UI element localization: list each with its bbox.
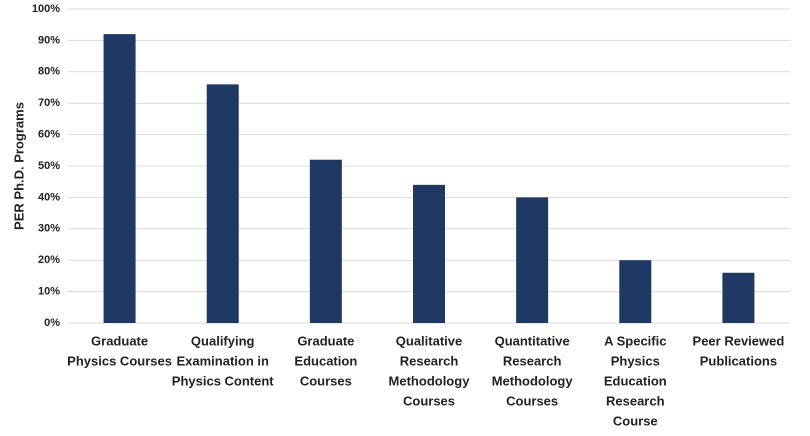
x-tick-label: Education: [604, 373, 667, 388]
bar: [516, 197, 549, 323]
y-tick-label: 0%: [44, 317, 60, 329]
x-tick-label: Physics: [611, 353, 660, 368]
y-tick-label: 80%: [38, 66, 60, 78]
x-tick-label: Research: [503, 353, 562, 368]
x-tick-label: Methodology: [389, 373, 471, 388]
x-tick-label: Physics Courses: [67, 353, 172, 368]
x-tick-label: Qualifying: [191, 333, 255, 348]
x-tick-label: A Specific: [604, 333, 666, 348]
y-axis-label: PER Ph.D. Programs: [11, 102, 26, 230]
x-tick-label: Physics Content: [172, 373, 275, 388]
x-tick-label: Quantitative: [495, 333, 570, 348]
x-tick-label: Publications: [700, 353, 777, 368]
y-tick-label: 60%: [38, 129, 60, 141]
x-tick-label: Courses: [300, 373, 352, 388]
x-tick-label: Courses: [403, 393, 455, 408]
x-tick-label: Methodology: [492, 373, 574, 388]
bar: [619, 260, 652, 323]
x-tick-label: Graduate: [91, 333, 148, 348]
bar: [413, 184, 445, 323]
y-tick-label: 30%: [38, 223, 60, 235]
y-tick-label: 10%: [38, 286, 60, 298]
y-tick-label: 40%: [38, 191, 60, 203]
y-tick-label: 70%: [38, 97, 60, 109]
x-tick-label: Research: [606, 393, 665, 408]
x-tick-label: Courses: [506, 393, 558, 408]
y-tick-label: 90%: [38, 34, 60, 46]
x-tick-label: Research: [400, 353, 459, 368]
y-tick-label: 50%: [38, 160, 60, 172]
x-tick-label: Education: [294, 353, 357, 368]
x-tick-label: Examination in: [176, 353, 269, 368]
bar: [103, 34, 136, 324]
bar: [309, 159, 342, 323]
x-tick-label: Graduate: [297, 333, 354, 348]
bar: [206, 84, 239, 323]
bar: [722, 272, 755, 323]
y-tick-label: 20%: [38, 254, 60, 266]
x-tick-label: Qualitative: [396, 333, 462, 348]
x-tick-label: Course: [613, 413, 658, 428]
y-tick-label: 100%: [32, 3, 60, 15]
x-tick-label: Peer Reviewed: [693, 333, 785, 348]
